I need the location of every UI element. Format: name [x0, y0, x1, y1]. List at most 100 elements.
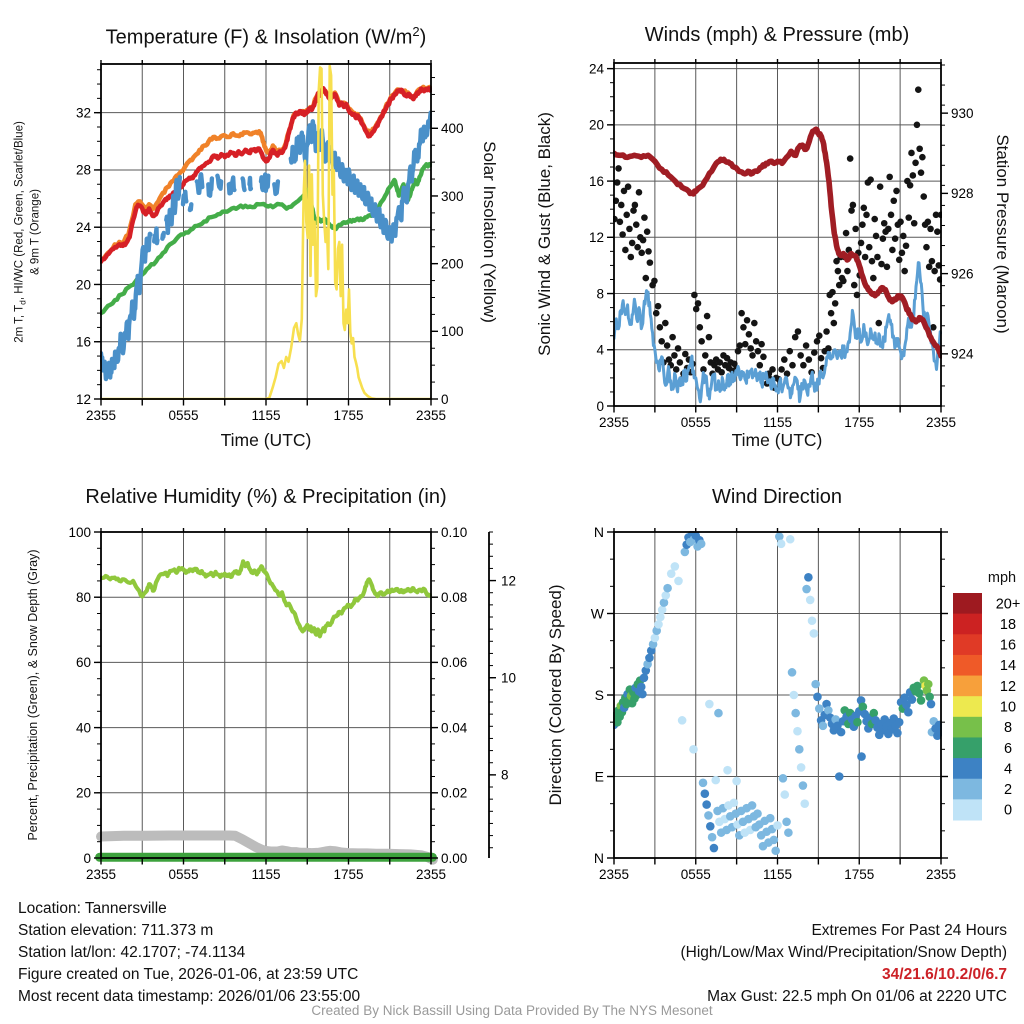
- svg-text:930: 930: [951, 106, 974, 121]
- svg-text:16: 16: [1000, 638, 1016, 654]
- svg-text:14: 14: [1000, 658, 1016, 674]
- svg-text:2355: 2355: [599, 415, 629, 430]
- svg-text:0555: 0555: [681, 415, 711, 430]
- svg-text:24: 24: [589, 61, 605, 76]
- svg-text:100: 100: [441, 324, 464, 339]
- temp-x-axis-label: Time (UTC): [220, 430, 312, 450]
- svg-text:10: 10: [501, 671, 516, 686]
- chart-temp-insolation: 2355 0555 1155 1755 235512162024283201002003…: [76, 60, 464, 423]
- svg-text:20: 20: [76, 277, 91, 292]
- temp-y-axis-label: 2m T, Td, HI/WC (Red, Green, Scarlet/Blu…: [13, 121, 42, 343]
- wind-x-axis-label: Time (UTC): [731, 430, 823, 450]
- tick-labels: 2355 0555 1155 1755 23550204060801000.000.02…: [68, 525, 467, 882]
- svg-text:1155: 1155: [251, 408, 280, 423]
- chart-title-temperature-sup: 2: [412, 24, 420, 39]
- ticks: [94, 60, 438, 406]
- ticks: [607, 59, 948, 413]
- svg-text:928: 928: [951, 186, 974, 201]
- series-insolation-yellow: [100, 64, 432, 400]
- svg-text:0.06: 0.06: [441, 655, 467, 670]
- series: [613, 86, 942, 404]
- svg-text:100: 100: [68, 525, 91, 540]
- colorbar-title: mph: [987, 570, 1017, 586]
- svg-text:18: 18: [1000, 617, 1016, 633]
- svg-text:N: N: [594, 524, 604, 540]
- svg-text:E: E: [595, 769, 604, 785]
- svg-text:32: 32: [76, 105, 91, 120]
- chart-title-temperature: Temperature (F) & Insolation (W/m2): [106, 24, 427, 50]
- series-relative-humidity-green: [100, 559, 432, 639]
- svg-text:20: 20: [76, 786, 91, 801]
- svg-text:0: 0: [1004, 803, 1012, 819]
- footer-timestamp: Most recent data timestamp: 2026/01/06 2…: [18, 988, 361, 1005]
- svg-text:0555: 0555: [168, 867, 198, 882]
- svg-text:2355: 2355: [416, 408, 446, 423]
- pressure-y-axis-label: Station Pressure (Maroon): [993, 134, 1012, 334]
- direction-y-axis-label: Direction (Colored By Speed): [546, 584, 565, 806]
- series-windchill-blue: [100, 110, 432, 382]
- svg-text:2355: 2355: [416, 867, 446, 882]
- grid: [100, 531, 432, 859]
- wind-y-axis-label: Sonic Wind & Gust (Blue, Black): [535, 112, 554, 356]
- svg-text:0: 0: [441, 392, 449, 407]
- footer-latlon: Station lat/lon: 42.1707; -74.1134: [18, 944, 246, 961]
- chart-winds-pressure: 2355 0555 1155 1755 235504812162024924926928…: [589, 59, 974, 430]
- chart-title-temperature-text: Temperature (F) & Insolation (W/m: [105, 26, 413, 49]
- svg-text:0.08: 0.08: [441, 590, 467, 605]
- wind-direction-points: [613, 531, 942, 856]
- temp-y-axis-label-line1: 2m T, Td, HI/WC (Red, Green, Scarlet/Blu…: [13, 121, 28, 343]
- svg-text:8: 8: [596, 286, 604, 301]
- svg-text:0: 0: [596, 399, 604, 414]
- svg-text:8: 8: [1004, 720, 1012, 736]
- footer-elevation: Station elevation: 711.373 m: [18, 922, 214, 939]
- grid: [613, 531, 942, 859]
- svg-text:0555: 0555: [681, 867, 711, 882]
- svg-text:200: 200: [441, 256, 464, 271]
- chart-humidity-precip: 2355 0555 1155 1755 23550204060801000.000.02…: [68, 525, 516, 882]
- ticks: [94, 528, 438, 865]
- svg-text:16: 16: [589, 174, 604, 189]
- svg-text:2355: 2355: [926, 867, 956, 882]
- svg-text:12: 12: [1000, 679, 1016, 695]
- extremes-subtitle: (High/Low/Max Wind/Precipitation/Snow De…: [680, 944, 1008, 961]
- svg-text:12: 12: [589, 230, 604, 245]
- insolation-y-axis-label: Solar Insolation (Yellow): [480, 141, 499, 323]
- svg-text:80: 80: [76, 590, 91, 605]
- svg-text:1755: 1755: [333, 408, 363, 423]
- temp-y-axis-label-line2: & 9m T (Orange): [29, 189, 42, 275]
- chart-wind-direction: 2355 0555 1155 1755 2355NWSEN20+181614121086…: [591, 524, 1021, 882]
- station-info: Location: Tannersville Station elevation…: [18, 898, 360, 1008]
- svg-text:W: W: [591, 606, 605, 622]
- svg-text:1755: 1755: [844, 415, 874, 430]
- svg-text:2: 2: [1004, 782, 1012, 798]
- svg-text:60: 60: [76, 655, 91, 670]
- svg-text:10: 10: [1000, 700, 1016, 716]
- svg-text:0.02: 0.02: [441, 786, 467, 801]
- svg-text:0.10: 0.10: [441, 525, 467, 540]
- svg-text:S: S: [595, 687, 604, 703]
- svg-text:8: 8: [501, 768, 509, 783]
- svg-text:2355: 2355: [86, 408, 116, 423]
- humidity-y-axis-label: Percent, Precipitation (Green), & Snow D…: [26, 549, 40, 841]
- svg-text:300: 300: [441, 189, 464, 204]
- svg-text:28: 28: [76, 163, 91, 178]
- svg-text:16: 16: [76, 335, 91, 350]
- chart-title-wind-direction: Wind Direction: [711, 486, 843, 508]
- extremes-title: Extremes For Past 24 Hours: [811, 922, 1007, 939]
- series-sonic-wind-blue: [613, 261, 942, 404]
- svg-text:20+: 20+: [996, 596, 1021, 612]
- ticks: [607, 528, 948, 865]
- svg-text:12: 12: [501, 573, 516, 588]
- series: [100, 559, 432, 639]
- svg-text:0555: 0555: [168, 408, 198, 423]
- tick-labels: 2355 0555 1155 1755 235512162024283201002003…: [76, 105, 464, 423]
- svg-text:12: 12: [76, 392, 91, 407]
- footer-location: Location: Tannersville: [18, 900, 167, 917]
- extremes-values: 34/21.6/10.2/0/6.7: [882, 966, 1007, 983]
- credit-line: Created By Nick Bassill Using Data Provi…: [311, 1003, 713, 1018]
- series-pressure-maroon: [613, 126, 942, 359]
- svg-text:4: 4: [1004, 761, 1012, 777]
- snow-depth-axis: 12 10 8: [488, 531, 516, 858]
